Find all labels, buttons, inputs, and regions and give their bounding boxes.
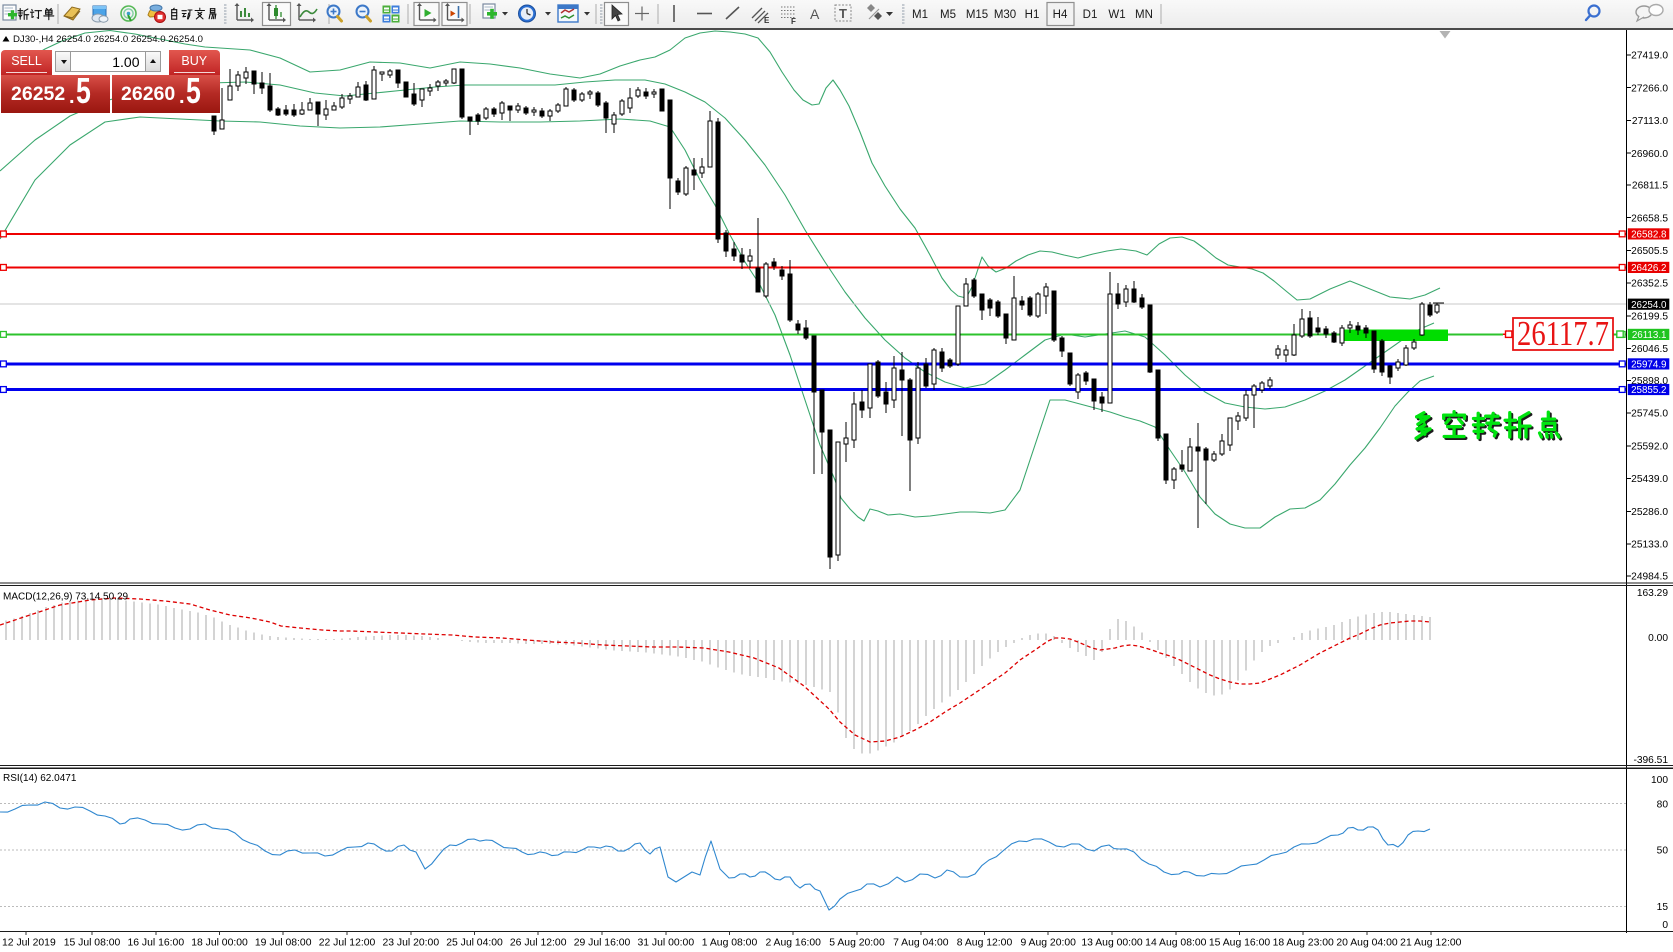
svg-text:100: 100 <box>1651 775 1668 786</box>
svg-text:12 Jul 2019: 12 Jul 2019 <box>2 938 56 949</box>
svg-text:50: 50 <box>1657 846 1669 857</box>
svg-text:29 Jul 16:00: 29 Jul 16:00 <box>574 938 631 949</box>
svg-text:27113.0: 27113.0 <box>1632 116 1668 127</box>
svg-text:25745.0: 25745.0 <box>1631 409 1668 420</box>
svg-text:15 Aug 16:00: 15 Aug 16:00 <box>1209 938 1270 949</box>
svg-text:26352.5: 26352.5 <box>1631 279 1668 290</box>
svg-text:M1: M1 <box>912 9 928 21</box>
svg-text:20 Aug 04:00: 20 Aug 04:00 <box>1336 938 1397 949</box>
svg-text:26658.5: 26658.5 <box>1631 213 1668 224</box>
svg-text:31 Jul 00:00: 31 Jul 00:00 <box>637 938 694 949</box>
svg-text:7 Aug 04:00: 7 Aug 04:00 <box>893 938 949 949</box>
svg-text:26960.0: 26960.0 <box>1631 149 1668 160</box>
svg-text:D1: D1 <box>1083 9 1098 21</box>
svg-text:2 Aug 16:00: 2 Aug 16:00 <box>765 938 821 949</box>
svg-text:23 Jul 20:00: 23 Jul 20:00 <box>382 938 439 949</box>
svg-text:RSI(14) 62.0471: RSI(14) 62.0471 <box>3 773 77 784</box>
svg-text:26811.5: 26811.5 <box>1632 181 1668 192</box>
svg-text:5 Aug 20:00: 5 Aug 20:00 <box>829 938 885 949</box>
svg-text:H1: H1 <box>1025 9 1040 21</box>
svg-text:MACD(12,26,9) 73.14 50.29: MACD(12,26,9) 73.14 50.29 <box>3 592 129 603</box>
svg-text:26426.2: 26426.2 <box>1631 263 1666 274</box>
svg-text:16 Jul 16:00: 16 Jul 16:00 <box>127 938 184 949</box>
svg-text:9 Aug 20:00: 9 Aug 20:00 <box>1020 938 1076 949</box>
svg-text:25898.0: 25898.0 <box>1631 376 1668 387</box>
svg-text:26113.1: 26113.1 <box>1632 330 1667 341</box>
svg-text:27419.0: 27419.0 <box>1631 51 1668 62</box>
svg-text:M30: M30 <box>994 9 1016 21</box>
svg-text:F: F <box>791 17 796 26</box>
svg-text:8 Aug 12:00: 8 Aug 12:00 <box>957 938 1013 949</box>
svg-text:DJ30-,H4 26254.0 26254.0 26254: DJ30-,H4 26254.0 26254.0 26254.0 26254.0 <box>13 34 203 45</box>
svg-text:M5: M5 <box>940 9 956 21</box>
svg-text:0: 0 <box>1662 920 1668 931</box>
svg-text:26117.7: 26117.7 <box>1517 314 1609 353</box>
svg-text:15 Jul 08:00: 15 Jul 08:00 <box>64 938 121 949</box>
svg-text:H4: H4 <box>1053 9 1068 21</box>
svg-text:W1: W1 <box>1108 9 1125 21</box>
svg-text:1 Aug 08:00: 1 Aug 08:00 <box>702 938 758 949</box>
svg-text:26582.8: 26582.8 <box>1631 230 1667 241</box>
svg-text:25286.0: 25286.0 <box>1631 507 1668 518</box>
svg-text:25855.2: 25855.2 <box>1631 385 1666 396</box>
svg-text:26199.5: 26199.5 <box>1631 312 1668 323</box>
svg-text:80: 80 <box>1657 800 1669 811</box>
svg-text:T: T <box>839 6 847 21</box>
svg-text:26254.0: 26254.0 <box>1631 300 1667 311</box>
svg-text:25439.0: 25439.0 <box>1631 474 1668 485</box>
svg-text:26 Jul 12:00: 26 Jul 12:00 <box>510 938 567 949</box>
svg-text:18 Jul 00:00: 18 Jul 00:00 <box>191 938 248 949</box>
svg-text:24984.5: 24984.5 <box>1631 571 1668 582</box>
svg-text:163.29: 163.29 <box>1637 588 1668 599</box>
svg-text:21 Aug 12:00: 21 Aug 12:00 <box>1400 938 1461 949</box>
svg-text:26046.5: 26046.5 <box>1631 344 1668 355</box>
svg-text:0.00: 0.00 <box>1648 633 1668 644</box>
svg-text:26505.5: 26505.5 <box>1631 246 1668 257</box>
svg-text:E: E <box>764 16 770 25</box>
svg-text:A: A <box>810 6 820 22</box>
svg-text:18 Aug 23:00: 18 Aug 23:00 <box>1273 938 1334 949</box>
svg-text:27266.0: 27266.0 <box>1631 83 1668 94</box>
svg-text:MN: MN <box>1135 9 1153 21</box>
svg-text:13 Aug 00:00: 13 Aug 00:00 <box>1081 938 1142 949</box>
svg-text:M15: M15 <box>966 9 988 21</box>
svg-text:14 Aug 08:00: 14 Aug 08:00 <box>1145 938 1206 949</box>
svg-text:15: 15 <box>1657 902 1669 913</box>
svg-text:-396.51: -396.51 <box>1633 755 1668 766</box>
svg-text:25133.0: 25133.0 <box>1631 540 1668 551</box>
svg-text:25 Jul 04:00: 25 Jul 04:00 <box>446 938 503 949</box>
svg-text:22 Jul 12:00: 22 Jul 12:00 <box>319 938 376 949</box>
svg-text:25974.9: 25974.9 <box>1631 360 1666 371</box>
svg-text:19 Jul 08:00: 19 Jul 08:00 <box>255 938 312 949</box>
svg-text:25592.0: 25592.0 <box>1631 441 1668 452</box>
